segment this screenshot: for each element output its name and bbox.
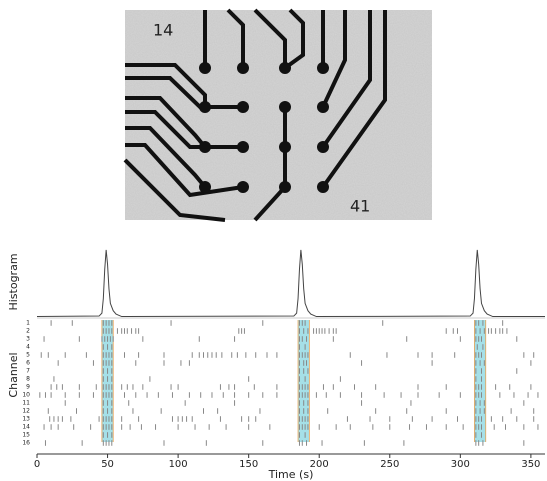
channel-label: 7 [26,368,30,375]
x-tick-label: 150 [239,459,258,470]
x-tick-label: 350 [521,459,540,470]
channel-label: 9 [26,384,30,391]
electrodes [199,62,329,193]
x-tick-label: 300 [451,459,470,470]
channel-label: 4 [26,344,30,351]
x-tick-label: 0 [34,459,40,470]
channel-label: 13 [22,416,30,423]
x-tick-label: 200 [310,459,329,470]
channel-label: 8 [26,376,30,383]
electrode-photo: 14 41 [123,8,432,222]
image-label: 14 [153,21,173,40]
x-axis-label: Time (s) [268,468,314,481]
histogram-label: Histogram [7,253,20,310]
x-tick-label: 250 [380,459,399,470]
traces [123,8,387,222]
channel-label: 14 [22,424,30,431]
burst-band [474,320,486,442]
burst-band [298,320,310,442]
channel-label: 5 [26,352,30,359]
channel-label: 10 [22,392,30,399]
channel-label: 6 [26,360,30,367]
x-tick-label: 100 [169,459,188,470]
channel-label: 12 [22,408,30,415]
channel-label: 3 [26,336,30,343]
channel-label: 2 [26,328,30,335]
x-tick-label: 50 [101,459,114,470]
channel-label: 11 [22,400,30,407]
histogram-line [36,249,545,318]
image-label: 41 [350,197,370,216]
channel-label: 16 [22,440,30,447]
y-axis-label: Channel [7,352,20,397]
channel-label: 1 [26,320,30,327]
channel-label: 15 [22,432,30,439]
